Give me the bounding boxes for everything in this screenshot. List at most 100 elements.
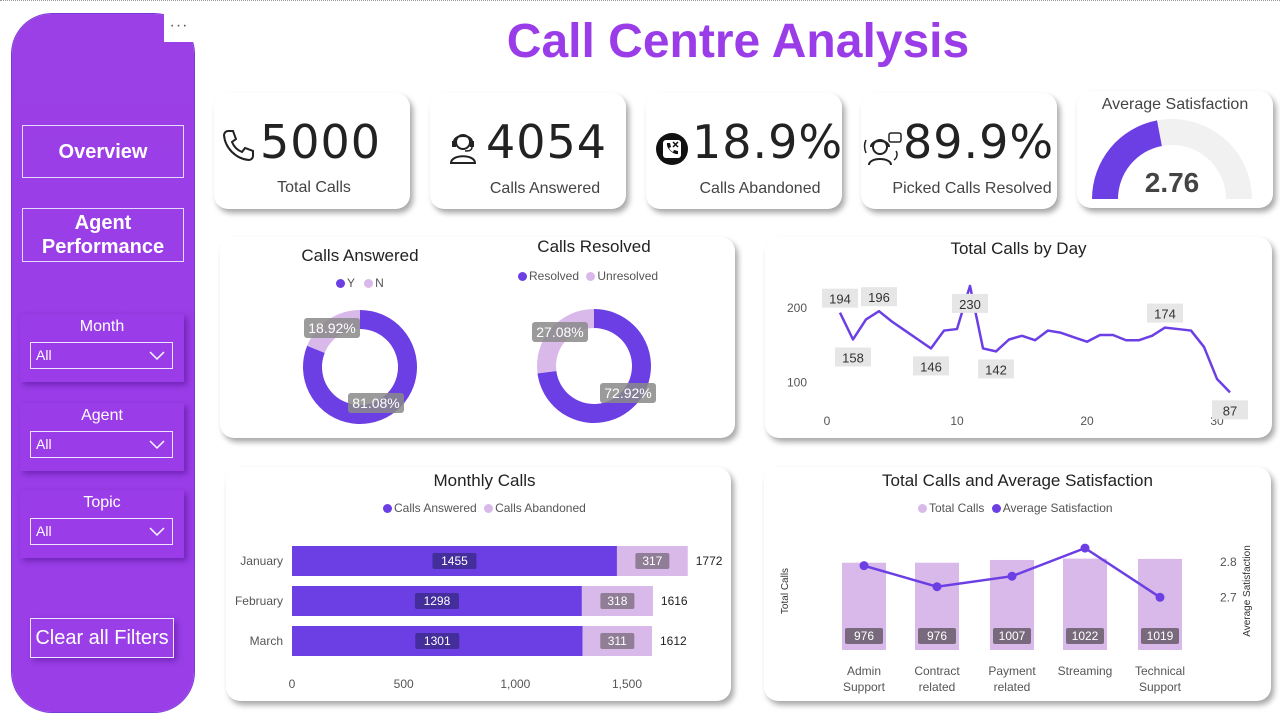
data-label-box (304, 318, 360, 338)
more-options-icon[interactable]: ··· (164, 14, 194, 42)
data-label: 27.08% (536, 324, 583, 340)
donut-charts: 81.08% 18.92% 72.92% 27.08% (303, 309, 656, 424)
topic-dropdown-value: All (36, 523, 52, 539)
category-label: related (919, 680, 956, 694)
phone-icon (222, 130, 254, 162)
legend-dot (918, 504, 927, 513)
data-label: 174 (1154, 307, 1176, 322)
data-label-box (845, 628, 883, 644)
data-label-box (1212, 400, 1248, 420)
chart-title: Calls Resolved (537, 237, 651, 256)
kpi-total-calls: 5000 Total Calls (214, 93, 410, 209)
category-label: Streaming (1058, 664, 1113, 678)
kpi-label: Total Calls (277, 179, 351, 196)
x-tick-label: 10 (950, 414, 964, 428)
data-label-box (600, 633, 635, 649)
total-label: 1612 (660, 634, 687, 648)
data-label: 18.92% (308, 320, 355, 336)
line-card: Total Calls by Day 100 200 0 10 20 30 194 158 19… (765, 237, 1272, 438)
satisfaction-point (1080, 543, 1090, 553)
data-label-box (348, 393, 404, 413)
y-axis-label: Total Calls (780, 568, 791, 614)
chart-title: Monthly Calls (433, 471, 536, 490)
y-tick-label: 100 (787, 376, 807, 390)
y2-tick-label: 2.8 (1220, 555, 1237, 569)
topic-filter: Topic All (20, 490, 184, 558)
month-dropdown[interactable]: All (30, 342, 173, 369)
data-label-box (600, 383, 656, 403)
category-label: Payment (988, 664, 1036, 678)
gauge-title: Average Satisfaction (1101, 96, 1249, 113)
chart-title: Total Calls by Day (950, 239, 1087, 258)
legend-label: Unresolved (597, 269, 659, 283)
category-label: February (235, 594, 283, 608)
legend-dot (336, 279, 345, 288)
data-label: 146 (920, 359, 942, 374)
data-label-box (861, 287, 897, 307)
data-label: 1019 (1147, 629, 1174, 643)
legend-label: Calls Abandoned (495, 501, 586, 515)
data-label: 1007 (999, 629, 1026, 643)
agent-filter-label: Agent (81, 407, 123, 424)
data-label-box (532, 322, 588, 342)
category-label: Contract (914, 664, 960, 678)
category-label: Support (1139, 680, 1182, 694)
category-label: January (240, 554, 283, 568)
gauge-chart (1092, 119, 1252, 199)
data-label-box (918, 628, 956, 644)
combo-chart: 976 Admin Support 976 Contract related 1007 Pay… (780, 543, 1253, 694)
overview-label: Overview (58, 140, 148, 163)
data-label: 318 (607, 594, 627, 608)
data-label-box (913, 356, 949, 376)
satisfaction-point (859, 561, 869, 571)
monthly-card: Monthly Calls Calls Answered Calls Aband… (226, 467, 731, 701)
monthly-bar-chart: January 1455 317 1772 February 1298 318 1616 Mar… (235, 546, 723, 691)
data-label-box (952, 293, 988, 313)
data-label-box (822, 288, 858, 308)
legend-dot (518, 272, 527, 281)
kpi-value: 89.9% (903, 115, 1055, 169)
data-label: 230 (959, 297, 981, 312)
category-label: Support (843, 680, 886, 694)
clear-filters-button[interactable]: Clear all Filters (30, 618, 174, 658)
y-tick-label: 200 (787, 301, 807, 315)
data-label-box (1141, 628, 1179, 644)
data-label: 317 (642, 554, 662, 568)
data-label-box (978, 359, 1014, 379)
kpi-picked-calls-resolved: 89.9% Picked Calls Resolved (861, 93, 1057, 209)
topic-dropdown[interactable]: All (30, 518, 173, 545)
data-label-box (835, 347, 871, 367)
kpi-value: 4054 (486, 115, 608, 169)
data-label: 1455 (441, 554, 468, 568)
kpi-value: 5000 (260, 115, 382, 169)
y2-axis-label: Average Satisfaction (1242, 545, 1253, 637)
agent-performance-button[interactable]: Agent Performance (22, 208, 184, 262)
month-filter: Month All (20, 314, 184, 382)
legend: Resolved Unresolved (518, 269, 658, 283)
data-label-box (1066, 628, 1104, 644)
month-filter-label: Month (79, 318, 125, 335)
topic-filter-label: Topic (83, 494, 121, 511)
legend-label: Resolved (529, 269, 580, 283)
data-label: 158 (842, 350, 864, 365)
data-label: 81.08% (352, 395, 399, 411)
data-label-box (432, 553, 477, 569)
chart-title: Calls Answered (301, 246, 419, 265)
agent-dropdown[interactable]: All (30, 431, 173, 458)
gauge-value: 2.76 (1144, 167, 1200, 198)
total-label: 1616 (661, 594, 688, 608)
chevron-down-icon (149, 440, 165, 450)
legend: Total Calls Average Satisfaction (918, 501, 1113, 515)
kpi-calls-abandoned: 18.9% Calls Abandoned (646, 93, 842, 209)
series-line (838, 284, 1231, 394)
legend-dot (484, 504, 494, 513)
legend: Y N (336, 276, 384, 290)
overview-button[interactable]: Overview (22, 125, 184, 178)
data-label: 142 (985, 362, 1007, 377)
legend: Calls Answered Calls Abandoned (383, 501, 586, 515)
legend-dot (383, 504, 392, 513)
satisfaction-point (1007, 571, 1017, 581)
page-title: Call Centre Analysis (506, 15, 970, 68)
data-label: 311 (608, 634, 627, 648)
